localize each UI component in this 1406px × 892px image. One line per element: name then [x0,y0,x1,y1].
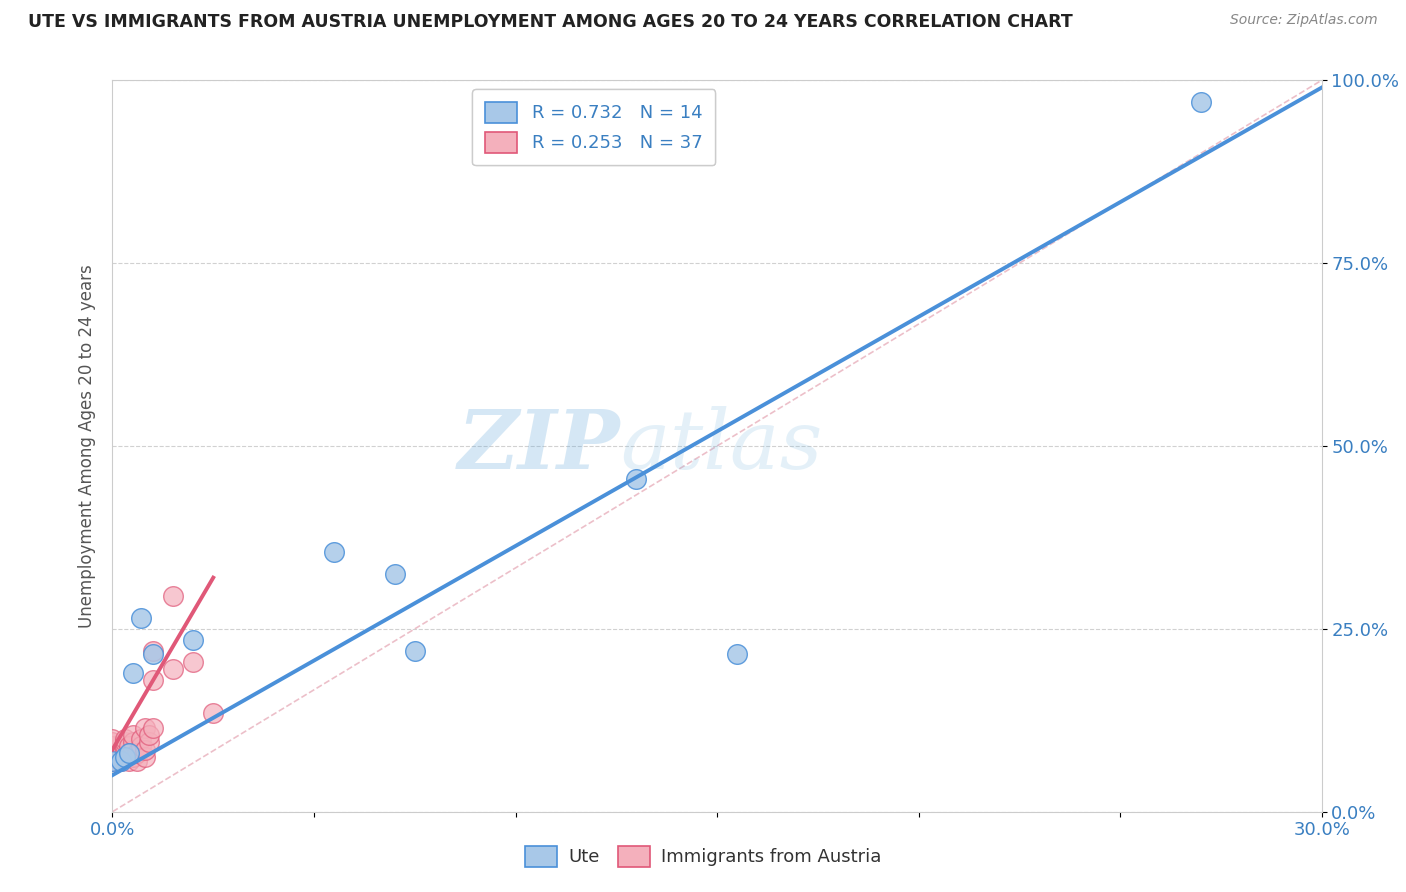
Y-axis label: Unemployment Among Ages 20 to 24 years: Unemployment Among Ages 20 to 24 years [77,264,96,628]
Point [117,739,139,753]
Point [1189,95,1212,110]
Point [101,754,124,768]
Point [101,746,124,760]
Point [101,742,124,756]
Point [626,472,648,486]
Point [138,728,160,742]
Point [110,749,132,764]
Point [101,731,124,746]
Point [114,739,136,753]
Point [121,735,143,749]
Point [125,746,148,760]
Point [134,742,156,756]
Point [129,731,152,746]
Point [162,589,184,603]
Point [142,721,165,735]
Point [114,742,136,756]
Legend: R = 0.732   N = 14, R = 0.253   N = 37: R = 0.732 N = 14, R = 0.253 N = 37 [472,89,716,165]
Point [138,735,160,749]
Text: UTE VS IMMIGRANTS FROM AUSTRIA UNEMPLOYMENT AMONG AGES 20 TO 24 YEARS CORRELATIO: UTE VS IMMIGRANTS FROM AUSTRIA UNEMPLOYM… [28,13,1073,31]
Point [101,739,124,753]
Point [101,749,124,764]
Text: ZIP: ZIP [458,406,620,486]
Point [129,611,152,625]
Point [121,665,143,680]
Point [384,567,406,582]
Point [121,742,143,756]
Point [114,735,136,749]
Point [125,754,148,768]
Point [110,746,132,760]
Point [117,746,139,760]
Point [129,739,152,753]
Point [114,749,136,764]
Point [110,754,132,768]
Point [134,721,156,735]
Point [121,728,143,742]
Point [134,749,156,764]
Point [181,632,204,647]
Text: atlas: atlas [620,406,823,486]
Point [162,662,184,676]
Point [114,731,136,746]
Point [117,754,139,768]
Point [181,655,204,669]
Point [121,749,143,764]
Point [117,746,139,760]
Point [110,754,132,768]
Point [404,644,426,658]
Point [142,673,165,687]
Text: Source: ZipAtlas.com: Source: ZipAtlas.com [1230,13,1378,28]
Point [142,648,165,662]
Point [202,706,225,720]
Point [725,648,748,662]
Point [101,754,124,768]
Point [323,545,346,559]
Point [142,644,165,658]
Point [101,735,124,749]
Legend: Ute, Immigrants from Austria: Ute, Immigrants from Austria [517,838,889,874]
